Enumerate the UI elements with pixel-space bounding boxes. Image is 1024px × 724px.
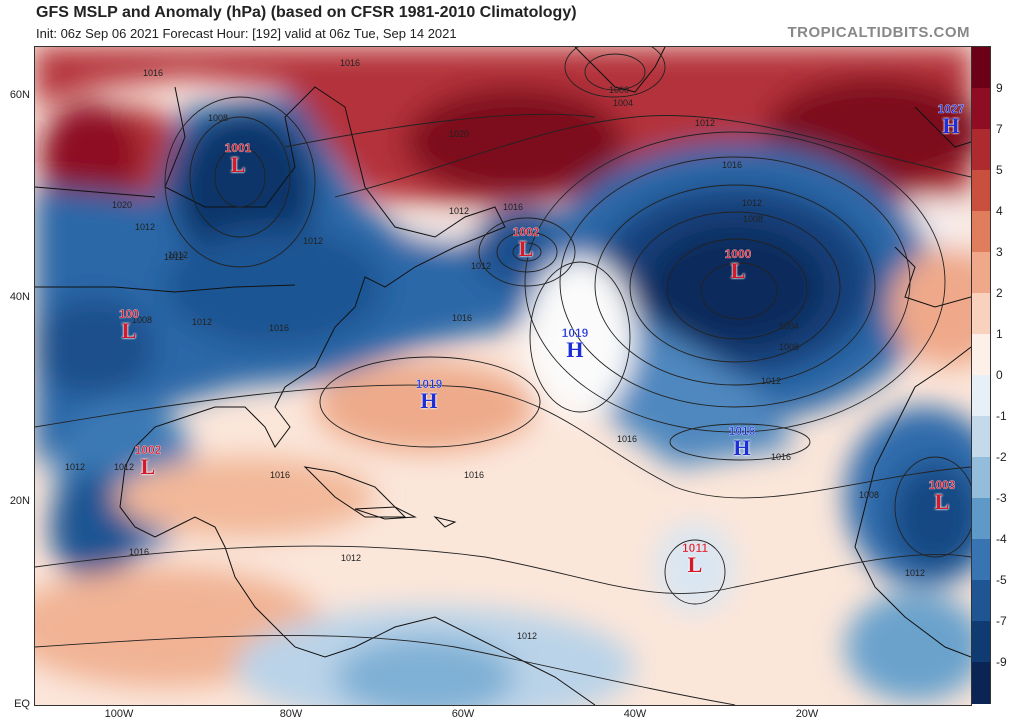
isobar-label: 1016 xyxy=(770,452,792,462)
isobar-label: 1012 xyxy=(470,261,492,271)
isobar-label: 1004 xyxy=(612,98,634,108)
high-pressure-center: 1019 H xyxy=(561,326,589,362)
isobar-label: 1004 xyxy=(778,321,800,331)
isobar-label: 1012 xyxy=(113,462,135,472)
colorbar-segment xyxy=(972,621,990,663)
low-pressure-center: 1001 L xyxy=(224,141,252,177)
map-subtitle: Init: 06z Sep 06 2021 Forecast Hour: [19… xyxy=(36,26,457,41)
lon-label: 100W xyxy=(104,708,134,720)
colorbar-tick-label: -9 xyxy=(996,655,1007,669)
colorbar-segment xyxy=(972,539,990,581)
map-canvas xyxy=(35,47,971,705)
colorbar-tick-label: 3 xyxy=(996,245,1003,259)
colorbar-segment xyxy=(972,47,990,89)
isobar-label: 1012 xyxy=(694,118,716,128)
colorbar-tick-label: -4 xyxy=(996,532,1007,546)
isobar-label: 1020 xyxy=(111,200,133,210)
isobar-label: 1016 xyxy=(142,68,164,78)
colorbar-tick-label: 2 xyxy=(996,286,1003,300)
colorbar-tick-label: 5 xyxy=(996,163,1003,177)
isobar-label: 1016 xyxy=(451,313,473,323)
lat-label: EQ xyxy=(14,698,30,710)
colorbar-segment xyxy=(972,88,990,130)
isobar-label: 1000 xyxy=(608,85,630,95)
isobar-label: 1012 xyxy=(191,317,213,327)
low-pressure-center: 1002 L xyxy=(134,443,162,479)
isobar-label: 1012 xyxy=(302,236,324,246)
isobar-label: 1016 xyxy=(268,323,290,333)
colorbar-segment xyxy=(972,375,990,417)
low-pressure-center: 1000 L xyxy=(724,247,752,283)
isobar-label: 1016 xyxy=(269,470,291,480)
lat-label: 20N xyxy=(9,495,30,507)
low-pressure-center: 1003 L xyxy=(928,478,956,514)
brand-watermark: TROPICALTIDBITS.COM xyxy=(787,24,970,41)
isobar-label: 1012 xyxy=(163,252,185,262)
isobar-label: 1012 xyxy=(741,198,763,208)
lat-label: 40N xyxy=(9,291,30,303)
map-title: GFS MSLP and Anomaly (hPa) (based on CFS… xyxy=(36,4,577,21)
colorbar-tick-label: 4 xyxy=(996,204,1003,218)
isobar-label: 1016 xyxy=(128,547,150,557)
coastlines xyxy=(35,47,971,705)
colorbar-segment xyxy=(972,293,990,335)
isobar-label: 1016 xyxy=(721,160,743,170)
colorbar-tick-label: 1 xyxy=(996,327,1003,341)
colorbar-segment xyxy=(972,252,990,294)
colorbar-tick-label: 7 xyxy=(996,122,1003,136)
isobar-label: 1012 xyxy=(64,462,86,472)
isobar-label: 1008 xyxy=(742,214,764,224)
colorbar-tick-label: -7 xyxy=(996,614,1007,628)
high-pressure-center: 1016 H xyxy=(728,424,756,460)
low-pressure-center: 1011 L xyxy=(681,541,709,577)
colorbar-segment xyxy=(972,170,990,212)
isobar-label: 1008 xyxy=(858,490,880,500)
lon-label: 60W xyxy=(451,708,475,720)
lon-label: 80W xyxy=(279,708,303,720)
low-pressure-center: 1002 L xyxy=(512,225,540,261)
high-pressure-center: 1027 H xyxy=(937,102,965,138)
isobar-label: 1012 xyxy=(448,206,470,216)
colorbar-tick-label: 0 xyxy=(996,368,1003,382)
colorbar-segment xyxy=(972,211,990,253)
isobar-label: 1008 xyxy=(778,342,800,352)
isobar-label: 1016 xyxy=(502,202,524,212)
colorbar-segment xyxy=(972,662,990,704)
colorbar-tick-label: -2 xyxy=(996,450,1007,464)
isobar-label: 1016 xyxy=(616,434,638,444)
colorbar-segment xyxy=(972,580,990,622)
isobar-label: 1012 xyxy=(167,250,189,260)
isobars xyxy=(35,47,971,705)
colorbar-segment xyxy=(972,334,990,376)
colorbar-segment xyxy=(972,129,990,171)
isobar-label: 1020 xyxy=(448,129,470,139)
colorbar-tick-label: -3 xyxy=(996,491,1007,505)
colorbar-segment xyxy=(972,416,990,458)
low-pressure-center: 100 L xyxy=(118,307,140,343)
isobar-label: 1012 xyxy=(340,553,362,563)
colorbar-tick-label: -5 xyxy=(996,573,1007,587)
isobar-label: 1012 xyxy=(516,631,538,641)
isobar-label: 1012 xyxy=(904,568,926,578)
lon-label: 20W xyxy=(795,708,819,720)
isobar-label: 1016 xyxy=(339,58,361,68)
isobar-label: 1012 xyxy=(760,376,782,386)
mslp-anomaly-map: 1016 1016 1020 1008 1012 1012 1000 1004 … xyxy=(34,46,972,706)
anomaly-colorbar xyxy=(971,46,991,704)
colorbar-segment xyxy=(972,457,990,499)
colorbar-tick-label: -1 xyxy=(996,409,1007,423)
high-pressure-center: 1019 H xyxy=(415,377,443,413)
colorbar-segment xyxy=(972,498,990,540)
lat-label: 60N xyxy=(9,89,30,101)
isobar-label: 1016 xyxy=(463,470,485,480)
isobar-label: 1008 xyxy=(131,315,153,325)
lon-label: 40W xyxy=(623,708,647,720)
isobar-label: 1008 xyxy=(207,113,229,123)
colorbar-tick-label: 9 xyxy=(996,81,1003,95)
isobar-label: 1012 xyxy=(134,222,156,232)
